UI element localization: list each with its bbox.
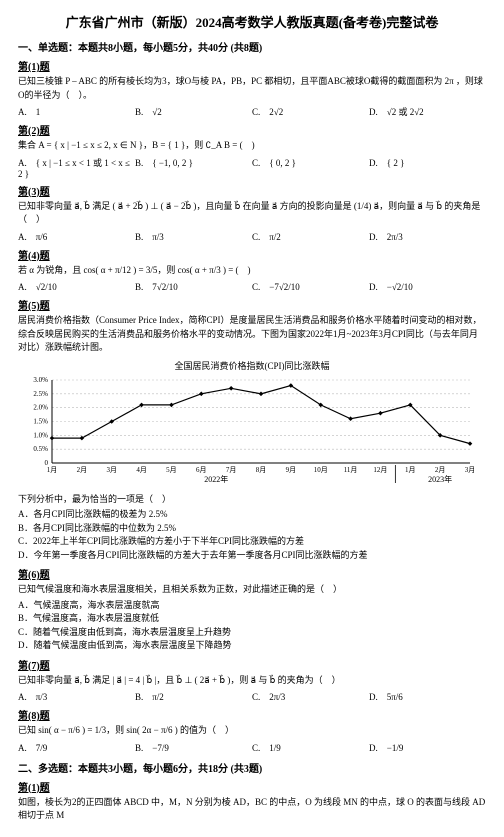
q2-choice-c: C. { 0, 2 }	[252, 156, 369, 179]
q6-choice-a: A．气候温度高，海水表层温度就高	[18, 599, 486, 613]
svg-text:1.0%: 1.0%	[33, 431, 48, 439]
svg-text:9月: 9月	[286, 466, 297, 474]
q2-choices: A. { x | −1 ≤ x < 1 或 1 < x ≤ 2 } B. { −…	[18, 156, 486, 179]
svg-text:3月: 3月	[106, 466, 117, 474]
q4-choice-a: A. √2/10	[18, 280, 135, 293]
svg-text:2022年: 2022年	[204, 474, 228, 484]
q3-choice-a: A. π/6	[18, 230, 135, 243]
q2-choice-a: A. { x | −1 ≤ x < 1 或 1 < x ≤ 2 }	[18, 156, 135, 179]
svg-text:1月: 1月	[47, 466, 58, 474]
q1-choice-c: C. 2√2	[252, 105, 369, 118]
svg-text:4月: 4月	[136, 466, 147, 474]
s2-q1-num: 第(1)题	[18, 779, 486, 794]
q3-choice-d: D. 2π/3	[369, 230, 486, 243]
q5-choice-d: D．今年第一季度各月CPI同比涨跌幅的方差大于去年第一季度各月CPI同比涨跌幅的…	[18, 549, 486, 563]
cpi-chart-title: 全国居民消费价格指数(CPI)同比涨跌幅	[18, 359, 486, 372]
q1-stem: 已知三棱锥 P – ABC 的所有棱长均为3，球O与棱 PA，PB，PC 都相切…	[18, 75, 486, 102]
q4-choice-c: C. −7√2/10	[252, 280, 369, 293]
q7-num: 第(7)题	[18, 657, 486, 672]
q8-num: 第(8)题	[18, 707, 486, 722]
svg-text:2月: 2月	[77, 466, 88, 474]
q8-choice-c: C. 1/9	[252, 741, 369, 754]
q8-choice-a: A. 7/9	[18, 741, 135, 754]
q4-stem: 若 α 为锐角，且 cos( α + π/12 ) = 3/5，则 cos( α…	[18, 264, 486, 278]
q1-choices: A. 1 B. √2 C. 2√2 D. √2 或 2√2	[18, 105, 486, 118]
q6-choice-b: B．气候温度高，海水表层温度就低	[18, 612, 486, 626]
q3-num: 第(3)题	[18, 183, 486, 198]
q2-choice-d: D. { 2 }	[369, 156, 486, 179]
svg-text:8月: 8月	[256, 466, 267, 474]
svg-text:2月: 2月	[435, 466, 446, 474]
q5-choice-b: B．各月CPI同比涨跌幅的中位数为 2.5%	[18, 522, 486, 536]
q3-choice-c: C. π/2	[252, 230, 369, 243]
q7-choice-c: C. 2π/3	[252, 690, 369, 703]
q8-stem: 已知 sin( α − π/6 ) = 1/3，则 sin( 2α − π/6 …	[18, 724, 486, 738]
q2-stem: 集合 A = { x | −1 ≤ x ≤ 2, x ∈ N }，B = { 1…	[18, 139, 486, 153]
section2-head: 二、多选题：本题共3小题，每小题6分，共18分 (共3题)	[18, 760, 486, 775]
q5-num: 第(5)题	[18, 297, 486, 312]
q4-choice-d: D. −√2/10	[369, 280, 486, 293]
q6-stem: 已知气候温度和海水表层温度相关，且相关系数为正数，对此描述正确的是（ ）	[18, 583, 486, 597]
q5-choice-c: C．2022年上半年CPI同比涨跌幅的方差小于下半年CPI同比涨跌幅的方差	[18, 535, 486, 549]
q1-num: 第(1)题	[18, 58, 486, 73]
q6-choice-d: D．随着气候温度由低到高，海水表层温度呈下降趋势	[18, 639, 486, 653]
svg-text:1.5%: 1.5%	[33, 417, 48, 425]
svg-text:1月: 1月	[405, 466, 416, 474]
q3-choices: A. π/6 B. π/3 C. π/2 D. 2π/3	[18, 230, 486, 243]
q4-num: 第(4)题	[18, 247, 486, 262]
q1-choice-b: B. √2	[135, 105, 252, 118]
s2-q1-stem: 如图，棱长为2的正四面体 ABCD 中，M，N 分别为棱 AD，BC 的中点，O…	[18, 796, 486, 823]
q4-choices: A. √2/10 B. 7√2/10 C. −7√2/10 D. −√2/10	[18, 280, 486, 293]
q8-choice-d: D. −1/9	[369, 741, 486, 754]
svg-text:7月: 7月	[226, 466, 237, 474]
q8-choices: A. 7/9 B. −7/9 C. 1/9 D. −1/9	[18, 741, 486, 754]
svg-text:12月: 12月	[373, 466, 387, 474]
q2-choice-b: B. { −1, 0, 2 }	[135, 156, 252, 179]
q2-num: 第(2)题	[18, 122, 486, 137]
svg-text:6月: 6月	[196, 466, 207, 474]
page-title: 广东省广州市（新版）2024高考数学人教版真题(备考卷)完整试卷	[18, 12, 486, 31]
section1-head: 一、单选题：本题共8小题，每小题5分，共40分 (共8题)	[18, 39, 486, 54]
q6-choices: A．气候温度高，海水表层温度就高 B．气候温度高，海水表层温度就低 C．随着气候…	[18, 599, 486, 653]
q5-choice-a: A．各月CPI同比涨跌幅的极差为 2.5%	[18, 508, 486, 522]
q7-choice-b: B. π/2	[135, 690, 252, 703]
q3-choice-b: B. π/3	[135, 230, 252, 243]
q1-choice-d: D. √2 或 2√2	[369, 105, 486, 118]
q5-intro: 居民消费价格指数（Consumer Price Index，简称CPI）是度量居…	[18, 314, 486, 355]
svg-text:11月: 11月	[344, 466, 358, 474]
q7-choices: A. π/3 B. π/2 C. 2π/3 D. 5π/6	[18, 690, 486, 703]
svg-text:3.0%: 3.0%	[33, 376, 48, 384]
q3-stem: 已知非零向量 a⃗, b⃗ 满足 ( a⃗ + 2b⃗ ) ⊥ ( a⃗ − 2…	[18, 200, 486, 227]
svg-text:10月: 10月	[314, 466, 328, 474]
svg-text:5月: 5月	[166, 466, 177, 474]
q7-stem: 已知非零向量 a⃗, b⃗ 满足 | a⃗ | = 4 | b⃗ |，且 b⃗ …	[18, 674, 486, 688]
q4-choice-b: B. 7√2/10	[135, 280, 252, 293]
q6-num: 第(6)题	[18, 566, 486, 581]
q7-choice-a: A. π/3	[18, 690, 135, 703]
svg-text:0.5%: 0.5%	[33, 445, 48, 453]
cpi-chart: 全国居民消费价格指数(CPI)同比涨跌幅 00.5%1.0%1.5%2.0%2.…	[18, 359, 486, 489]
svg-text:2.5%: 2.5%	[33, 389, 48, 397]
q5-substem-head: 下列分析中，最为恰当的一项是（ ）	[18, 493, 486, 507]
svg-text:2023年: 2023年	[428, 474, 452, 484]
cpi-chart-svg: 00.5%1.0%1.5%2.0%2.5%3.0%1月2月3月4月5月6月7月8…	[18, 374, 478, 489]
q7-choice-d: D. 5π/6	[369, 690, 486, 703]
q6-choice-c: C．随着气候温度由低到高，海水表层温度呈上升趋势	[18, 626, 486, 640]
svg-text:2.0%: 2.0%	[33, 403, 48, 411]
q8-choice-b: B. −7/9	[135, 741, 252, 754]
q1-choice-a: A. 1	[18, 105, 135, 118]
q5-choices: A．各月CPI同比涨跌幅的极差为 2.5% B．各月CPI同比涨跌幅的中位数为 …	[18, 508, 486, 562]
svg-text:3月: 3月	[465, 466, 476, 474]
